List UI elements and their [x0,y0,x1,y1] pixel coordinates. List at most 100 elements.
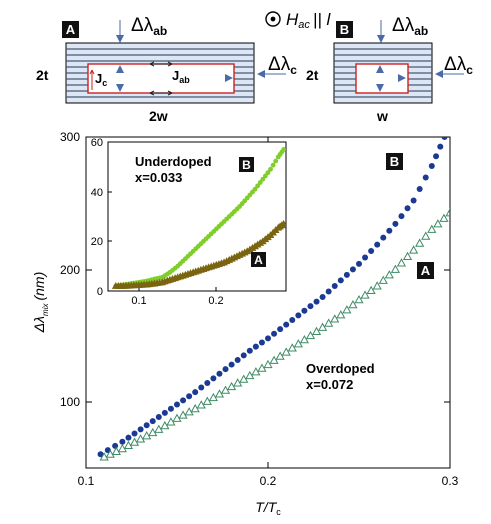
underdoped-title: Underdoped [135,154,212,169]
data-point-series-b [119,439,125,445]
inset-x-tick-label: 0.1 [131,295,146,307]
data-point-series-b [344,272,350,278]
data-point-series-b [281,147,286,152]
main-x-tick-label: 0.2 [260,474,277,488]
data-point-series-b [295,312,301,318]
width-b: w [376,108,388,124]
thickness-a: 2t [36,67,49,83]
data-point-series-b [156,414,162,420]
data-point-series-b [398,213,404,219]
data-point-series-b [204,380,210,386]
data-point-series-b [320,294,326,300]
data-point-series-b [162,410,168,416]
data-point-series-a [319,324,327,331]
main-y-tick-label: 200 [60,263,80,277]
data-point-series-b [186,393,192,399]
data-point-series-b [273,159,278,164]
data-point-series-b [338,277,344,283]
dl-c-a: Δλc [268,54,297,77]
inset-tag-b-label: B [242,158,251,172]
data-point-series-b [198,385,204,391]
data-point-series-a [264,361,272,368]
data-point-series-b [301,308,307,314]
overdoped-title: Overdoped [306,361,375,376]
data-point-series-a [392,266,400,273]
data-point-series-b [417,186,423,192]
data-point-series-a [410,246,418,253]
data-point-series-b [277,326,283,332]
inset-y-tick-label: 60 [91,137,103,149]
data-point-series-b [374,242,380,248]
main-y-tick-label: 100 [60,395,80,409]
data-point-series-b [180,397,186,403]
tag-b-label: B [340,22,349,37]
dl-c-b: Δλc [444,54,473,77]
field-label: Hac || l [286,10,331,31]
data-point-series-b [392,221,398,227]
data-point-series-b [235,357,241,363]
data-point-series-b [423,174,429,180]
main-tag-a-label: A [421,263,431,278]
data-point-series-b [223,366,229,372]
main-y-axis-label: Δλmix(nm) [31,272,50,334]
data-point-series-b [271,331,277,337]
overdoped-value: x=0.072 [306,377,353,392]
slab-a-window [88,64,234,93]
data-point-series-a [301,336,309,343]
data-point-series-a [422,233,430,240]
tag-a-label: A [66,22,76,37]
data-point-series-b [289,317,295,323]
schematic-b: B Δλab Δλc 2t w [306,15,473,124]
data-point-series-b [271,163,276,168]
inset-y-tick-label: 20 [91,236,103,248]
data-point-series-a [289,344,297,351]
data-point-series-b [405,205,411,211]
data-point-series-b [433,153,439,159]
data-point-series-b [174,402,180,408]
slab-b-window [356,64,408,93]
data-point-series-a [313,328,321,335]
data-point-series-a [295,340,303,347]
main-x-tick-label: 0.1 [78,474,95,488]
inset-x-tick-label: 0.2 [208,295,223,307]
schematic-a: A Δλab Δλc 2t 2w Jc Jab [36,15,297,124]
data-point-series-b [132,431,138,437]
data-point-series-b [247,348,253,354]
width-a: 2w [149,108,168,124]
data-point-series-a [282,348,290,355]
data-point-series-b [356,261,362,267]
inset-y-tick-label: 40 [91,187,103,199]
inset-chart: 0.1 0.2 0 20 40 60 Underdoped x=0.033 B … [91,137,287,307]
data-point-series-a [416,239,424,246]
data-point-series-b [350,266,356,272]
data-point-series-b [429,163,435,169]
data-point-series-b [168,406,174,412]
data-point-series-b [314,299,320,305]
main-y-tick-label: 300 [60,130,80,144]
data-point-series-a [331,315,339,322]
data-point-series-b [259,339,265,345]
data-point-series-b [150,418,156,424]
data-point-series-b [386,228,392,234]
data-point-series-b [268,167,273,172]
data-point-series-b [112,443,118,449]
data-point-series-b [125,435,131,441]
data-point-series-b [380,235,386,241]
field-symbol: Hac || l [266,10,331,31]
data-point-series-b [216,371,222,377]
inset-tag-a-label: A [254,253,263,267]
data-point-series-b [241,352,247,358]
data-point-series-b [442,134,448,140]
data-point-series-b [332,283,338,289]
data-point-series-a [325,319,333,326]
data-point-series-a [398,259,406,266]
data-point-series-b [362,254,368,260]
data-point-series-b [192,389,198,395]
data-point-series-b [229,362,235,368]
data-point-series-b [210,375,216,381]
data-point-series-b [265,335,271,341]
main-x-tick-label: 0.3 [442,474,459,488]
data-point-series-b [411,197,417,203]
data-point-series-b [437,144,443,150]
